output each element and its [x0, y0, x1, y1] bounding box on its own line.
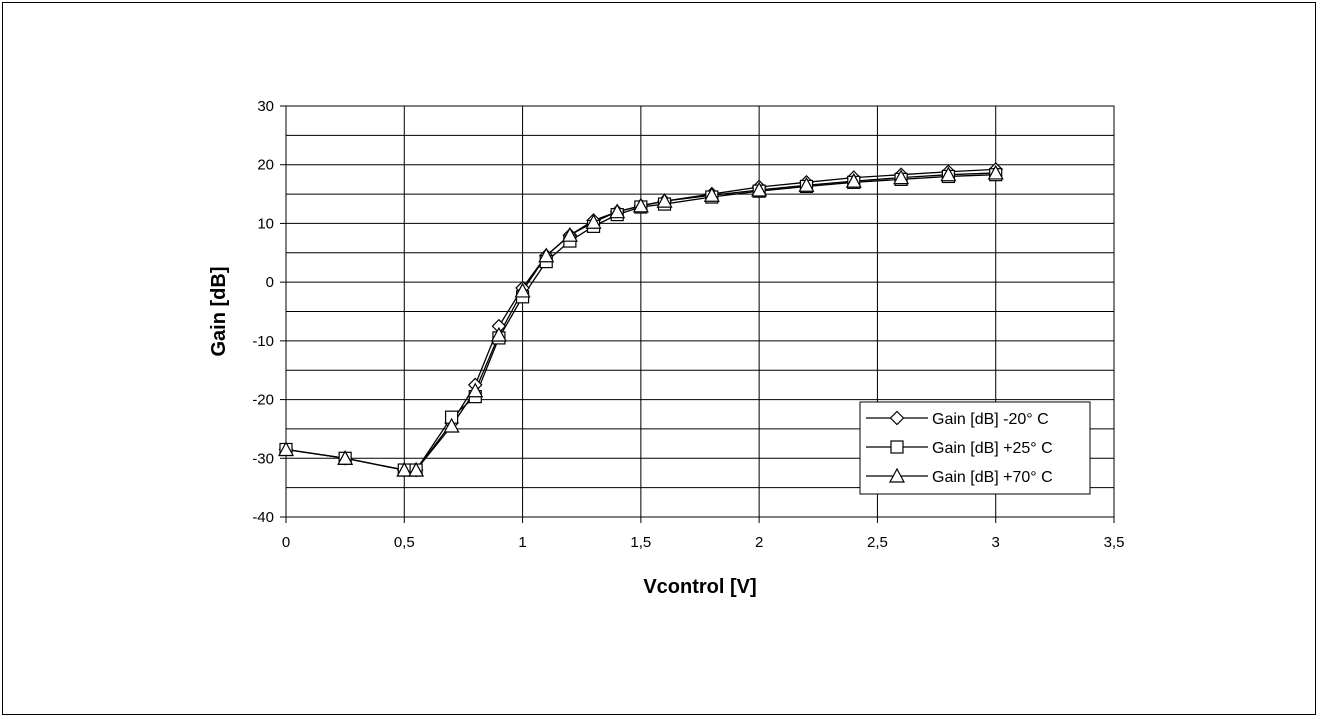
data-point-triangle — [798, 176, 815, 192]
x-axis-title: Vcontrol [V] — [643, 576, 756, 598]
y-axis-title: Gain [dB] — [208, 267, 230, 357]
legend-marker-diamond — [889, 410, 905, 426]
x-tick-label: 1,5 — [630, 534, 651, 551]
data-point-triangle — [277, 441, 295, 457]
y-tick-label: 10 — [257, 215, 274, 232]
plot-area-border — [285, 105, 1115, 518]
x-tick-label: 2 — [755, 534, 763, 551]
data-point-triangle — [538, 247, 555, 263]
data-point-triangle — [632, 197, 649, 213]
data-point-triangle — [396, 461, 413, 477]
data-point-triangle — [443, 417, 460, 433]
data-point-triangle — [337, 450, 354, 465]
data-point-triangle — [585, 213, 602, 229]
data-point-triangle — [467, 382, 484, 398]
y-tick-label: 0 — [266, 274, 274, 291]
data-point-triangle — [893, 169, 910, 185]
legend-label: Gain [dB] -20° C — [932, 411, 1049, 428]
x-tick-label: 3,5 — [1104, 534, 1125, 551]
x-tick-label: 1 — [518, 534, 526, 551]
data-point-triangle — [609, 203, 626, 219]
y-tick-label: -30 — [252, 450, 274, 467]
y-tick-label: 20 — [257, 157, 274, 174]
data-point-triangle — [987, 164, 1004, 180]
legend-marker-triangle — [888, 467, 906, 483]
gain-vs-vcontrol-chart: -40 -30 -20 -10 0 10 20 30 0 0,5 1 1,5 2 2,5 3 3,5 Vcon… — [208, 98, 1124, 598]
data-point-triangle — [940, 166, 957, 182]
y-tick-label: -10 — [252, 333, 274, 350]
data-point-triangle — [703, 186, 720, 202]
data-point-triangle — [490, 326, 507, 342]
y-tick-label: -40 — [252, 509, 274, 526]
data-point-triangle — [514, 282, 531, 298]
y-tick-label: 30 — [257, 98, 274, 115]
x-tick-label: 0,5 — [394, 534, 415, 551]
data-point-triangle — [561, 226, 578, 242]
x-tick-label: 2,5 — [867, 534, 888, 551]
x-tick-label: 3 — [992, 534, 1000, 551]
y-tick-label: -20 — [252, 392, 274, 409]
x-tick-label: 0 — [282, 534, 290, 551]
legend-label: Gain [dB] +70° C — [932, 469, 1053, 486]
legend-label: Gain [dB] +25° C — [932, 440, 1053, 457]
legend: Gain [dB] -20° C Gain [dB] +25° C Gain [dB… — [859, 401, 1091, 495]
data-point-triangle — [751, 181, 768, 197]
legend-marker-square — [890, 440, 904, 454]
series-layer — [277, 162, 1004, 478]
data-point-triangle — [656, 192, 673, 208]
data-point-triangle — [408, 461, 425, 477]
data-point-triangle — [845, 172, 862, 188]
axes: -40 -30 -20 -10 0 10 20 30 0 0,5 1 1,5 2 2,5 3 3,5 — [252, 98, 1124, 551]
